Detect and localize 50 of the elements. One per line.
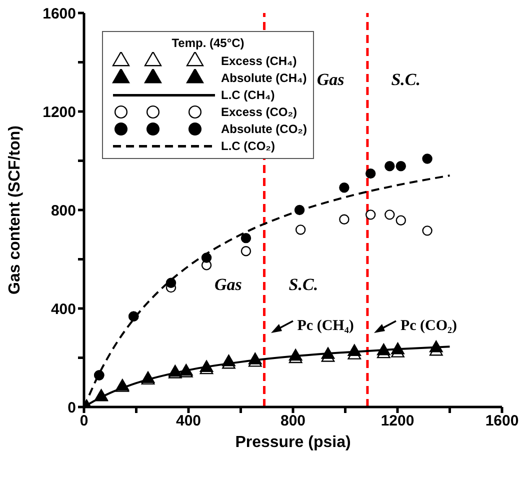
legend-label: Absolute (CO₂) <box>221 122 307 136</box>
ref-line-label: Pc (CH₄) <box>297 318 354 336</box>
point <box>201 252 212 263</box>
point <box>200 360 214 372</box>
point <box>348 344 362 356</box>
legend-label: Absolute (CH₄) <box>221 70 307 84</box>
point <box>288 348 302 361</box>
point <box>222 354 236 366</box>
point <box>240 246 252 256</box>
point <box>422 226 432 236</box>
point <box>295 224 306 235</box>
legend-label: Excess (CO₂) <box>221 104 298 118</box>
x-axis-title: Pressure (psia) <box>235 434 351 451</box>
point <box>396 215 406 226</box>
x-tick-label: 1600 <box>485 412 519 430</box>
point <box>376 343 390 356</box>
point <box>391 342 404 354</box>
annotation: Gas <box>316 70 344 90</box>
legend-label: L.C (CO₂) <box>221 138 275 152</box>
legend-label: Excess (CH₄) <box>221 54 297 68</box>
y-tick-label: 1600 <box>42 5 76 22</box>
annotation: S.C. <box>391 70 421 90</box>
legend-title: Temp. (45°C) <box>170 36 246 50</box>
point <box>422 154 432 164</box>
ref-line-label: Pc (CO₂) <box>400 318 458 336</box>
legend-label: L.C (CH₄) <box>221 88 275 102</box>
x-tick-label: 1200 <box>380 412 414 430</box>
point <box>166 278 176 288</box>
x-tick-label: 800 <box>280 412 306 430</box>
point <box>365 210 376 220</box>
y-tick-label: 800 <box>50 202 76 220</box>
point <box>339 214 350 224</box>
point <box>384 210 395 220</box>
y-tick-label: 400 <box>50 300 76 318</box>
y-axis-title: Gas content (SCF/ton) <box>6 126 24 294</box>
point <box>339 182 350 193</box>
point <box>396 161 406 172</box>
point <box>294 204 305 216</box>
annotation: Gas <box>214 274 242 295</box>
point <box>384 161 395 172</box>
y-tick-label: 0 <box>68 399 76 416</box>
point <box>240 232 252 244</box>
point <box>365 168 376 179</box>
annotation: S.C. <box>288 274 318 295</box>
y-tick-label: 1200 <box>42 104 76 121</box>
point <box>429 340 443 352</box>
x-tick-label: 400 <box>176 412 202 430</box>
x-tick-label: 0 <box>80 412 88 430</box>
point <box>321 347 335 359</box>
point <box>248 352 262 364</box>
